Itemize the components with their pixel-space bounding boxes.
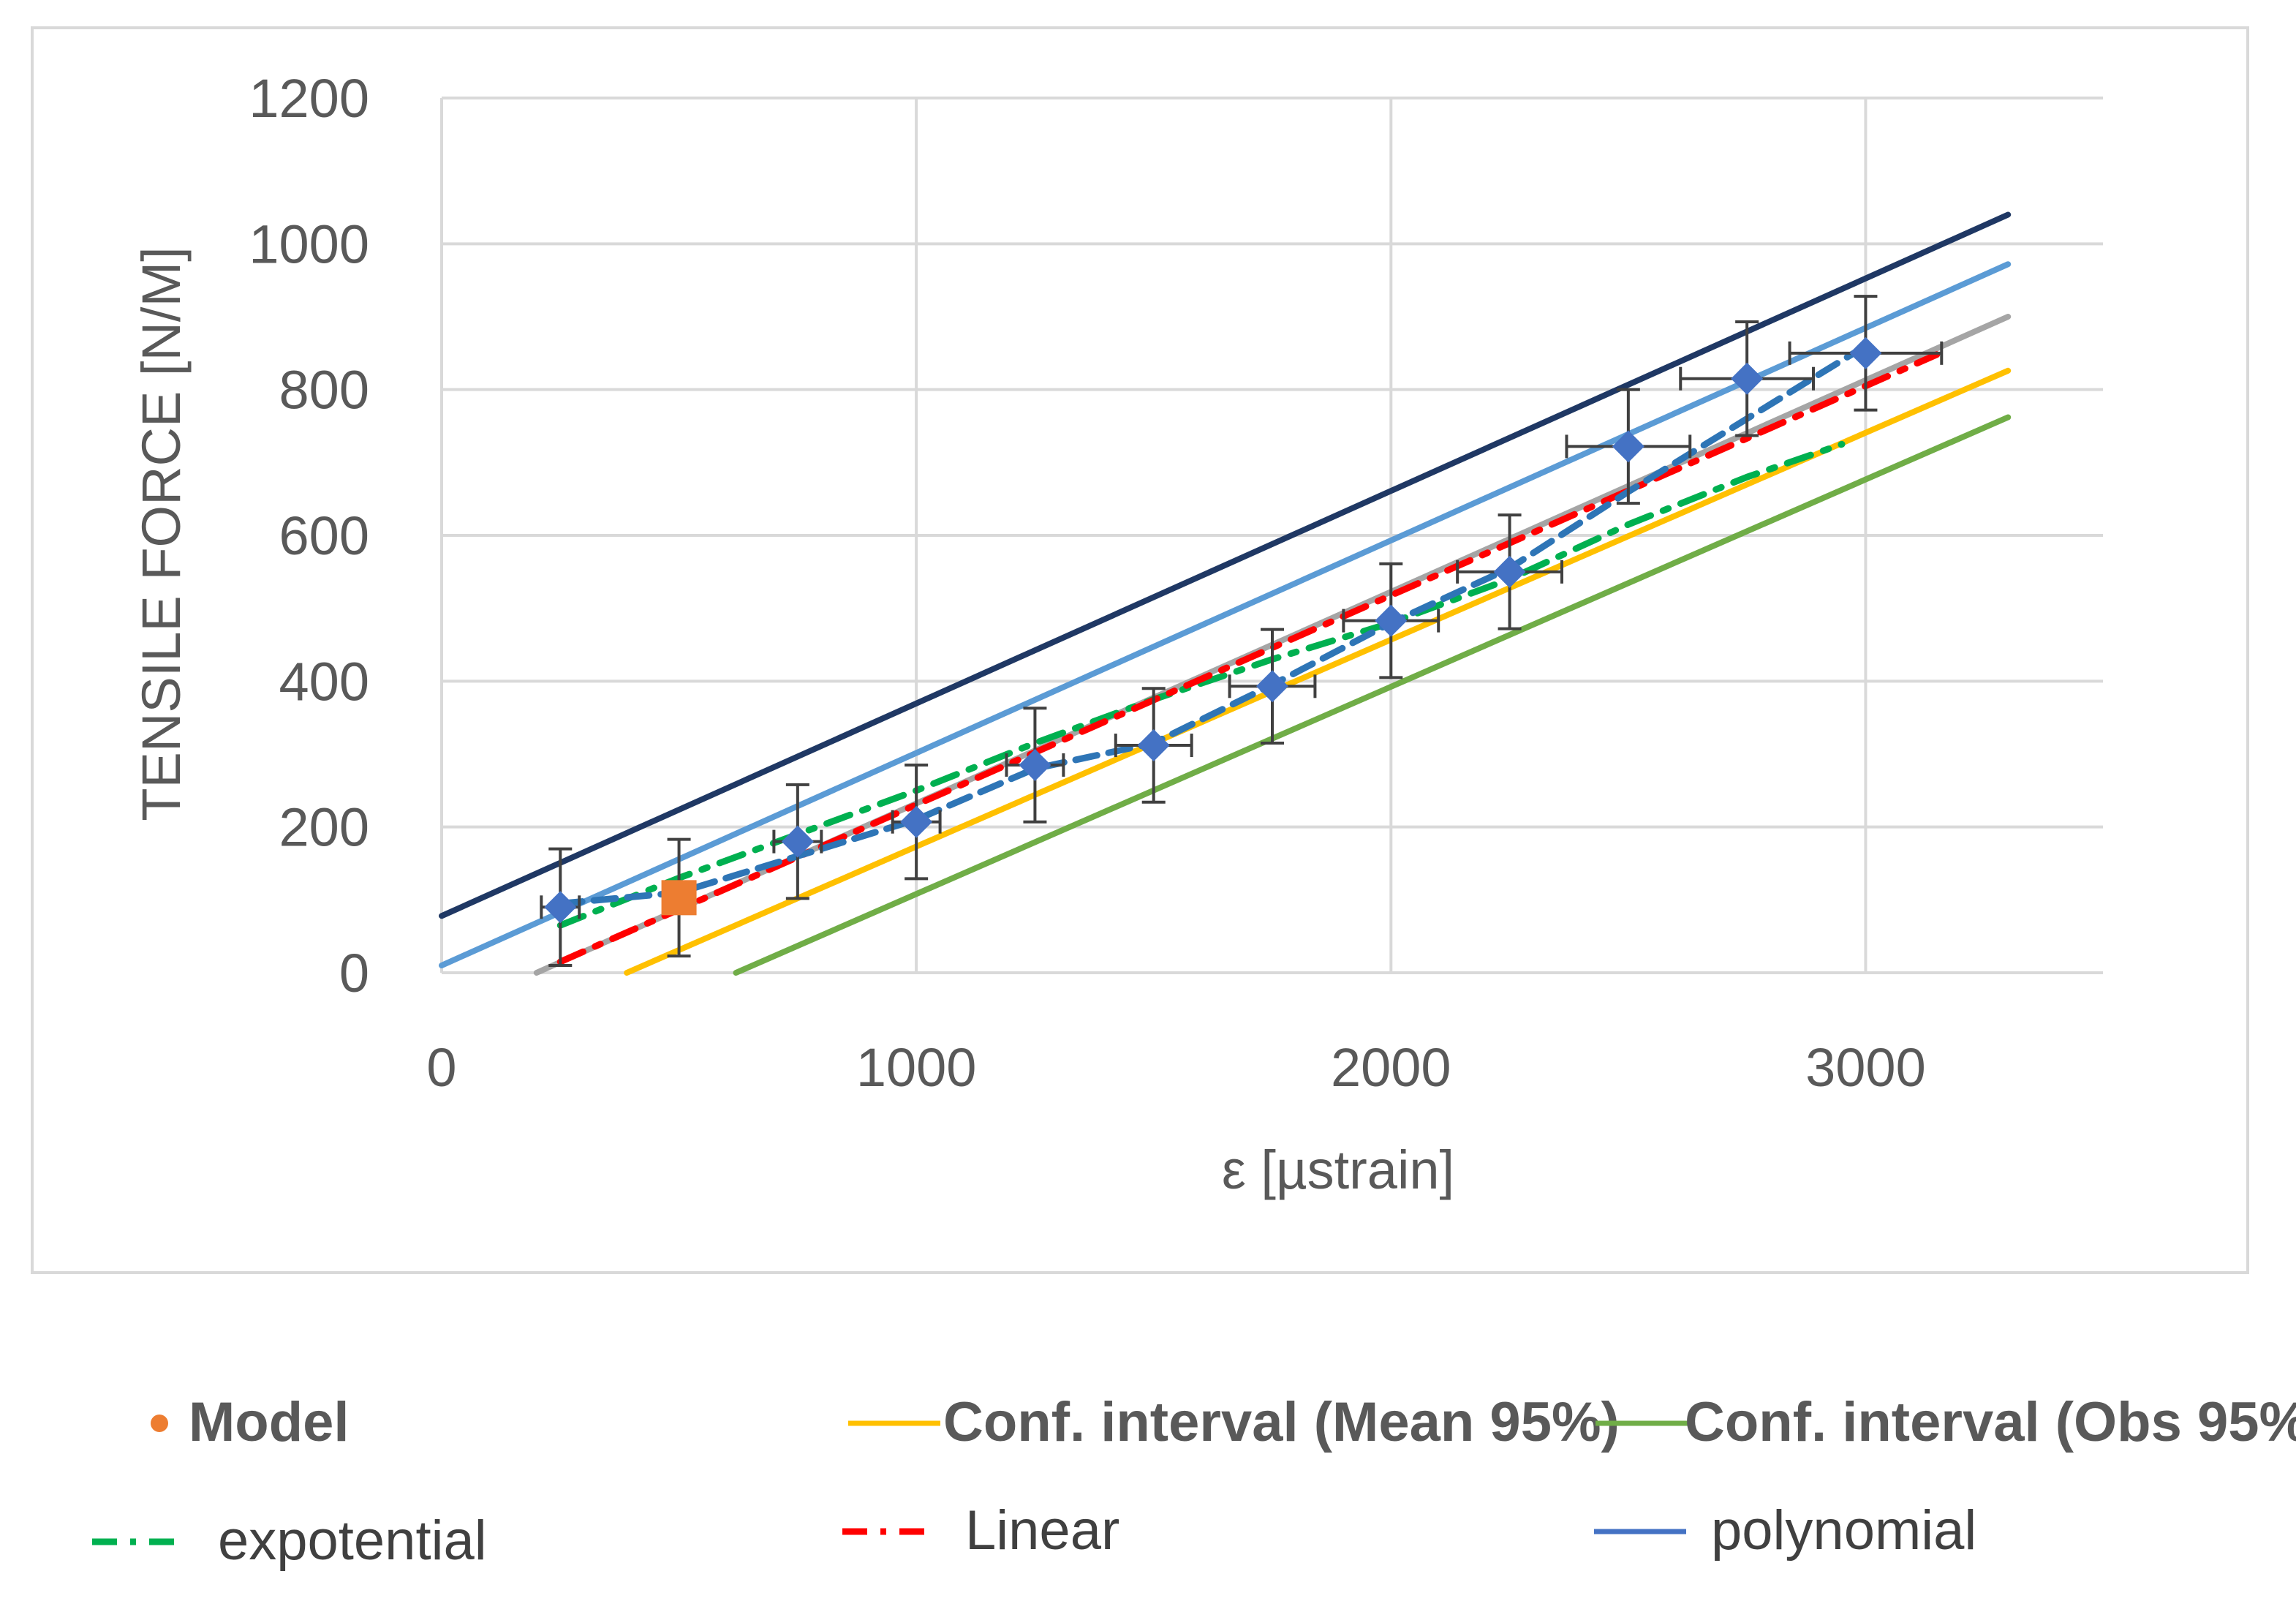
y-axis-label: TENSILE FORCE [N/M] [131, 246, 192, 821]
legend-label: expotential [218, 1510, 487, 1572]
x-tick-label: 2000 [1331, 1037, 1451, 1098]
legend: Model Conf. interval (Mean 95%) Conf. inte… [92, 1391, 2296, 1572]
x-axis-ticks: 0 1000 2000 3000 [426, 1037, 1925, 1098]
y-tick-label: 1000 [249, 214, 369, 274]
series-line-conf-interval-mean-95 [624, 367, 2012, 976]
legend-label: Conf. interval (Obs 95%) [1685, 1391, 2296, 1453]
data-point-measured [900, 805, 933, 838]
series-line-conf-interval-obs-95 [733, 414, 2012, 976]
data-point-model [661, 880, 697, 916]
legend-label: Conf. interval (Mean 95%) [943, 1391, 1620, 1453]
legend-marker-model [151, 1415, 168, 1432]
legend-label: Linear [965, 1499, 1119, 1562]
y-tick-label: 600 [279, 505, 369, 566]
x-tick-label: 1000 [856, 1037, 977, 1098]
y-tick-label: 200 [279, 797, 369, 858]
data-point-measured [1375, 604, 1408, 637]
data-point-measured [1731, 362, 1764, 395]
x-tick-label: 0 [426, 1037, 456, 1098]
data-point-measured [1137, 729, 1170, 762]
y-tick-label: 1200 [249, 68, 369, 129]
y-tick-label: 400 [279, 651, 369, 712]
x-axis-label: ε [µstrain] [1222, 1140, 1454, 1200]
data-point-measured [781, 825, 814, 858]
data-point-measured [1612, 430, 1644, 463]
points-layer [540, 295, 1944, 968]
series-line-polynomial [556, 342, 1869, 907]
data-point-measured [1493, 555, 1526, 588]
y-tick-label: 800 [279, 360, 369, 421]
data-point-measured [1256, 670, 1288, 703]
y-axis-ticks: 0 200 400 600 800 1000 1200 [249, 68, 369, 1003]
x-tick-label: 3000 [1805, 1037, 1926, 1098]
legend-label: Model [189, 1391, 350, 1453]
y-tick-label: 0 [339, 943, 369, 1003]
data-point-measured [1019, 748, 1051, 781]
legend-label: polynomial [1711, 1499, 1976, 1562]
data-point-measured [1849, 336, 1882, 369]
data-point-measured [544, 891, 577, 924]
